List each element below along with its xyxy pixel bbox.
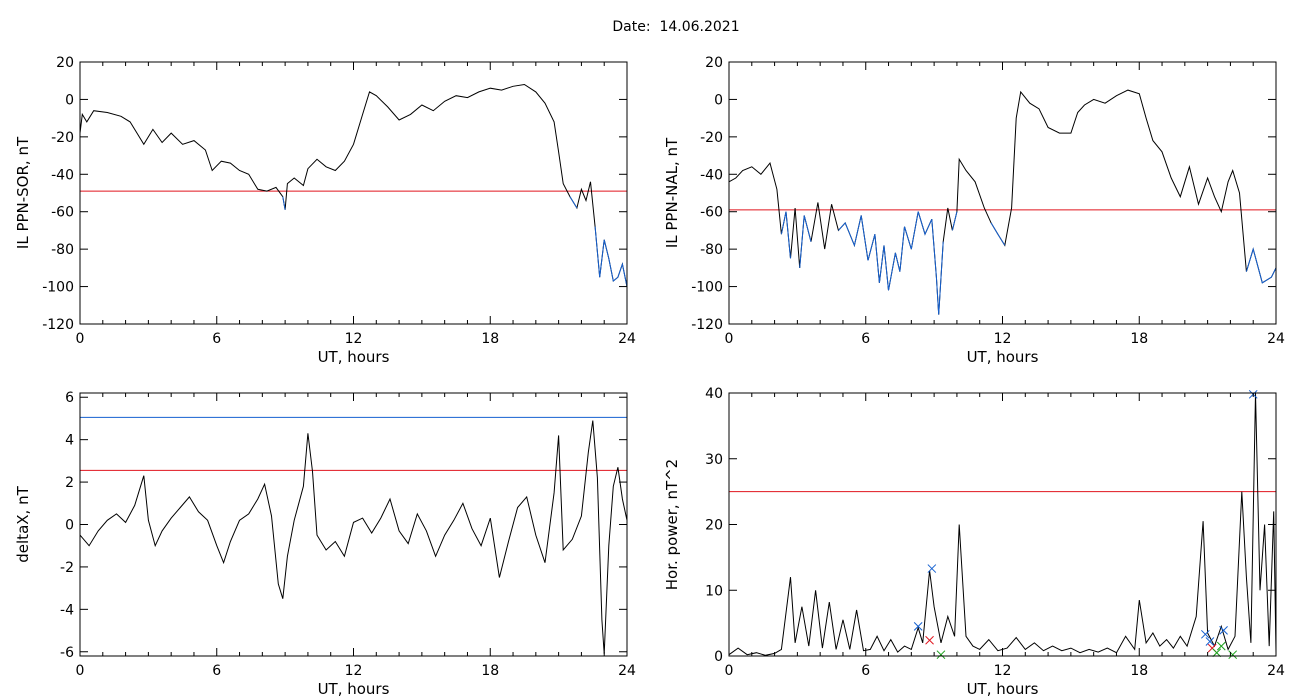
ppn-sor-x-tick-label: 6 xyxy=(212,331,221,347)
hor-power-x-axis-label: UT, hours xyxy=(967,680,1039,698)
deltax-y-tick-label: 6 xyxy=(65,390,74,406)
ppn-sor-y-tick-label: -20 xyxy=(51,130,74,146)
deltax-chart: 0 6 12 18 24 6 4 2 0 -2 -4 -6 UT, hours deltaX, nT xyxy=(14,390,636,698)
ppn-nal-x-tick-label: 12 xyxy=(994,331,1012,347)
hor-power-marker-5 xyxy=(1205,637,1215,646)
ppn-sor-plot-frame xyxy=(79,61,628,325)
hor-power-x-tick-label: 6 xyxy=(861,663,870,679)
hor-power-y-tick-label: 40 xyxy=(705,386,723,402)
ppn-sor-x-tick-label: 0 xyxy=(76,331,85,347)
ppn-sor-highlight-segment-1 xyxy=(569,196,578,209)
ppn-sor-x-tick-label: 12 xyxy=(345,331,363,347)
deltax-y-tick-label: -2 xyxy=(60,560,74,576)
deltax-plot-frame xyxy=(79,392,628,657)
ppn-nal-y-tick-label: -60 xyxy=(700,205,723,221)
deltax-x-axis-label: UT, hours xyxy=(318,680,390,698)
ppn-nal-x-tick-label: 0 xyxy=(725,331,734,347)
deltax-x-tick-label: 0 xyxy=(76,663,85,679)
ppn-sor-x-tick-label: 18 xyxy=(481,331,499,347)
ppn-nal-x-tick-label: 24 xyxy=(1267,331,1285,347)
deltax-y-tick-label: -4 xyxy=(60,602,74,618)
ppn-nal-series-line xyxy=(728,89,1277,315)
hor-power-chart: 0 6 12 18 24 40 30 20 10 0 UT, hours Hor. power, nT… xyxy=(663,386,1285,698)
ppn-nal-y-tick-label: 0 xyxy=(714,92,723,108)
hor-power-x-tick-label: 24 xyxy=(1267,663,1285,679)
ppn-sor-x-axis-label: UT, hours xyxy=(318,348,390,366)
hor-power-marker-3 xyxy=(936,650,946,660)
ppn-sor-y-axis-label: IL PPN-SOR, nT xyxy=(14,136,32,249)
hor-power-x-tick-label: 0 xyxy=(725,663,734,679)
ppn-nal-plot-frame xyxy=(728,61,1277,325)
ppn-nal-highlight-segment-4 xyxy=(990,222,1006,246)
ppn-nal-x-tick-label: 18 xyxy=(1130,331,1148,347)
deltax-x-tick-label: 24 xyxy=(618,663,636,679)
ppn-nal-x-tick-label: 6 xyxy=(861,331,870,347)
ppn-sor-highlight-segment-2 xyxy=(594,226,628,287)
hor-power-y-axis-label: Hor. power, nT^2 xyxy=(663,459,681,590)
deltax-y-axis-label: deltaX, nT xyxy=(14,485,32,562)
ppn-sor-y-tick-label: -100 xyxy=(42,280,74,296)
ppn-sor-x-tick-label: 24 xyxy=(618,331,636,347)
ppn-nal-highlight-segment-0 xyxy=(780,211,791,259)
ppn-nal-y-tick-label: -20 xyxy=(700,130,723,146)
ppn-sor-series-line xyxy=(79,83,628,287)
deltax-x-tick-label: 12 xyxy=(345,663,363,679)
hor-power-marker-8 xyxy=(1212,648,1222,658)
deltax-y-tick-label: 4 xyxy=(65,433,74,449)
hor-power-marker-6 xyxy=(1219,626,1228,635)
hor-power-marker-10 xyxy=(1228,650,1238,660)
hor-power-x-tick-label: 18 xyxy=(1130,663,1148,679)
ppn-nal-y-tick-label: -80 xyxy=(700,242,723,258)
ppn-nal-y-tick-label: -40 xyxy=(700,167,723,183)
ppn-sor-y-tick-label: -120 xyxy=(42,317,74,333)
hor-power-marker-2 xyxy=(925,635,934,645)
ppn-sor-y-tick-label: 20 xyxy=(56,55,74,71)
deltax-x-tick-label: 6 xyxy=(212,663,221,679)
ppn-nal-y-tick-label: -100 xyxy=(691,280,723,296)
hor-power-series-line xyxy=(728,392,1277,656)
ppn-sor-y-tick-label: 0 xyxy=(65,92,74,108)
hor-power-marker-0 xyxy=(913,622,923,631)
ppn-nal-highlight-segment-5 xyxy=(1245,247,1277,284)
date-label-text: Date: xyxy=(612,19,651,35)
ppn-nal-highlight-segment-3 xyxy=(951,211,958,231)
ppn-nal-y-axis-label: IL PPN-NAL, nT xyxy=(663,137,681,248)
hor-power-x-tick-label: 12 xyxy=(994,663,1012,679)
hor-power-y-tick-label: 0 xyxy=(714,649,723,665)
deltax-y-tick-label: -6 xyxy=(60,645,74,661)
ppn-sor-highlight-segment-0 xyxy=(282,196,286,210)
hor-power-marker-4 xyxy=(1200,629,1210,639)
ppn-nal-y-tick-label: 20 xyxy=(705,55,723,71)
hor-power-marker-1 xyxy=(927,564,937,573)
hor-power-marker-9 xyxy=(1216,641,1226,651)
deltax-y-tick-label: 0 xyxy=(65,518,74,534)
hor-power-y-tick-label: 20 xyxy=(705,518,723,534)
ppn-sor-y-tick-label: -80 xyxy=(51,242,74,258)
deltax-y-tick-label: 2 xyxy=(65,475,74,491)
date-label: Date: 14.06.2021 xyxy=(0,19,1300,35)
ppn-nal-highlight-segment-1 xyxy=(799,215,812,268)
deltax-x-tick-label: 18 xyxy=(481,663,499,679)
ppn-nal-chart: 0 6 12 18 24 20 0 -20 -40 -60 -80 -100 -120 UT, hours… xyxy=(663,55,1285,366)
hor-power-plot-frame xyxy=(728,392,1277,657)
ppn-sor-chart: 0 6 12 18 24 20 0 -20 -40 -60 -80 -100 -120 UT, hours… xyxy=(14,55,636,366)
date-value: 14.06.2021 xyxy=(659,19,740,35)
ppn-nal-highlight-segment-2 xyxy=(838,211,944,315)
ppn-sor-y-tick-label: -60 xyxy=(51,205,74,221)
ppn-sor-y-tick-label: -40 xyxy=(51,167,74,183)
ppn-nal-x-axis-label: UT, hours xyxy=(967,348,1039,366)
hor-power-y-tick-label: 30 xyxy=(705,452,723,468)
hor-power-y-tick-label: 10 xyxy=(705,583,723,599)
ppn-nal-y-tick-label: -120 xyxy=(691,317,723,333)
deltax-series-line xyxy=(79,420,628,654)
